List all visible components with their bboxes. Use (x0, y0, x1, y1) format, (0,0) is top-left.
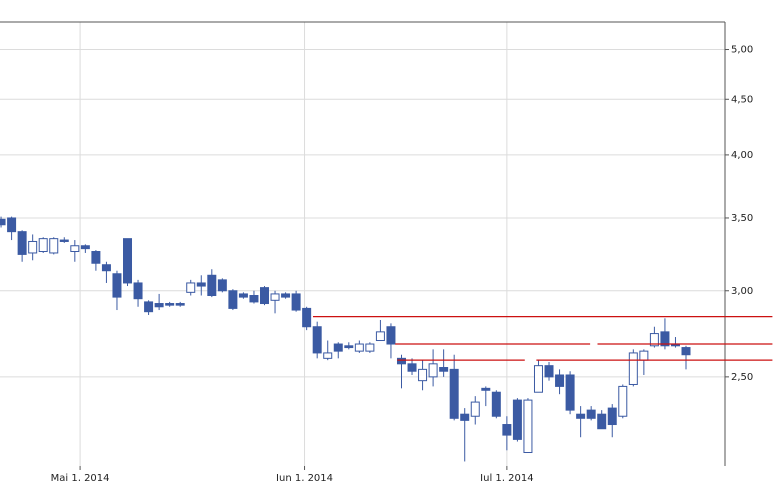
candle-body (186, 282, 196, 293)
candle-body (228, 290, 238, 309)
candle-body (386, 326, 396, 345)
candle-body (418, 368, 428, 382)
candle-body (491, 391, 501, 417)
candle-body (523, 399, 533, 454)
x-tick-label: Jul 1, 2014 (479, 473, 533, 481)
candle-body (312, 326, 322, 354)
candle-body (628, 352, 638, 385)
candle-body (259, 287, 269, 305)
candle-body (302, 307, 312, 328)
candle-body (154, 303, 164, 308)
x-tick-label: Jun 1, 2014 (275, 473, 333, 481)
candle-body (7, 217, 17, 233)
candle-body (565, 374, 575, 411)
candle-body (439, 367, 449, 372)
candle-body (165, 303, 175, 306)
candle-body (291, 293, 301, 311)
candle-body (597, 413, 607, 430)
y-tick-label: 5,00 (731, 45, 753, 56)
candle-body (396, 357, 406, 365)
candle-body (175, 303, 185, 306)
candle-body (470, 401, 480, 417)
candle-body (17, 231, 27, 255)
candle-body (196, 282, 206, 287)
candle-body (28, 240, 38, 254)
candle-body (323, 352, 333, 359)
candle-body (238, 293, 248, 298)
candle-body (449, 368, 459, 419)
candle-body (217, 279, 227, 292)
candle-body (586, 409, 596, 419)
candle-body (618, 385, 628, 417)
candle-body (91, 251, 101, 264)
candle-body (512, 399, 522, 440)
candle-body (649, 333, 659, 347)
x-tick-label: Mai 1, 2014 (51, 473, 110, 481)
candle-body (375, 331, 385, 342)
candle-body (112, 273, 122, 298)
candle-body (207, 274, 217, 297)
candle-body (428, 363, 438, 378)
y-tick-label: 3,00 (731, 286, 753, 297)
candle-body (123, 238, 133, 284)
y-tick-label: 4,00 (731, 150, 753, 161)
y-tick-label: 4,50 (731, 94, 753, 105)
candle-body (544, 365, 554, 378)
candle-body (133, 282, 143, 300)
candle-body (344, 345, 354, 349)
candle-body (576, 413, 586, 419)
candle-body (460, 413, 470, 421)
candle-body (607, 407, 617, 426)
candle-body (144, 301, 154, 313)
candle-body (270, 293, 280, 301)
candle-body (281, 293, 291, 298)
candle-body (555, 374, 565, 387)
candle-body (660, 331, 670, 347)
candle-body (38, 238, 48, 253)
candle-body (0, 218, 6, 226)
y-tick-label: 3,50 (731, 213, 753, 224)
candle-body (249, 295, 259, 303)
candle-body (502, 424, 512, 436)
candle-body (365, 343, 375, 352)
candle-body (639, 350, 649, 361)
candle-body (407, 363, 417, 372)
candle-body (481, 387, 491, 391)
candle-body (80, 245, 90, 250)
candle-body (59, 239, 69, 242)
candle-body (354, 343, 364, 352)
y-tick-label: 2,50 (731, 372, 753, 383)
candle-body (333, 343, 343, 352)
candle-body (49, 238, 59, 254)
candle-body (681, 347, 691, 356)
candle-body (533, 365, 543, 393)
candle-body (70, 245, 80, 253)
candle-body (101, 264, 111, 272)
